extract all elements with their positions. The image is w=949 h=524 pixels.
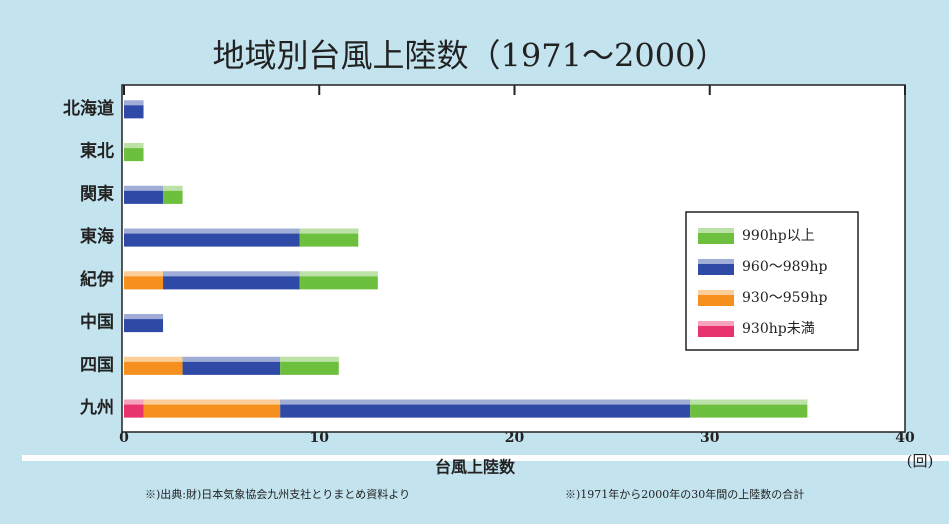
bar-highlight: [280, 356, 339, 362]
bar-highlight: [299, 228, 359, 234]
x-axis-label: 台風上陸数: [435, 458, 516, 477]
x-tick-label: 10: [310, 430, 330, 446]
bar-highlight: [124, 228, 300, 234]
bar-highlight: [124, 314, 164, 320]
legend-label: 990hp以上: [742, 228, 815, 244]
bar-highlight: [299, 271, 378, 277]
bar-highlight: [124, 143, 144, 149]
y-tick-label: 紀伊: [80, 269, 114, 290]
chart-title: 地域別台風上陸数（1971〜2000）: [213, 37, 728, 75]
legend-label: 930〜959hp: [742, 290, 827, 306]
bar-highlight: [124, 356, 183, 362]
legend-swatch-highlight: [698, 321, 734, 326]
bar-highlight: [163, 271, 300, 277]
x-tick-label: 20: [505, 430, 525, 446]
bar-highlight: [182, 356, 281, 362]
x-axis-unit: (回): [907, 452, 934, 470]
legend-label: 960〜989hp: [742, 259, 827, 275]
legend-swatch-highlight: [698, 259, 734, 264]
legend-swatch-highlight: [698, 228, 734, 233]
bar-highlight: [124, 271, 164, 277]
x-tick-label: 0: [119, 430, 129, 446]
note: ※)1971年から2000年の30年間の上陸数の合計: [565, 487, 804, 501]
bar-highlight: [124, 399, 144, 405]
bar-highlight: [690, 399, 808, 405]
y-tick-label: 東北: [80, 141, 114, 162]
y-tick-label: 関東: [80, 183, 114, 204]
y-tick-label: 四国: [80, 355, 114, 375]
legend-label: 930hp未満: [742, 321, 815, 337]
bar-highlight: [280, 399, 691, 405]
note: ※)出典:財)日本気象協会九州支社とりまとめ資料より: [145, 487, 410, 501]
x-tick-label: 40: [895, 430, 915, 446]
legend-swatch-highlight: [698, 290, 734, 295]
bar-highlight: [124, 100, 144, 106]
y-tick-label: 中国: [80, 312, 114, 333]
y-tick-label: 九州: [79, 398, 114, 418]
y-tick-label: 東海: [80, 226, 114, 247]
y-tick-label: 北海道: [63, 98, 114, 119]
bar-highlight: [163, 185, 183, 191]
x-tick-label: 30: [700, 430, 720, 446]
divider: [22, 455, 949, 461]
bar-highlight: [143, 399, 281, 405]
bar-highlight: [124, 185, 164, 191]
